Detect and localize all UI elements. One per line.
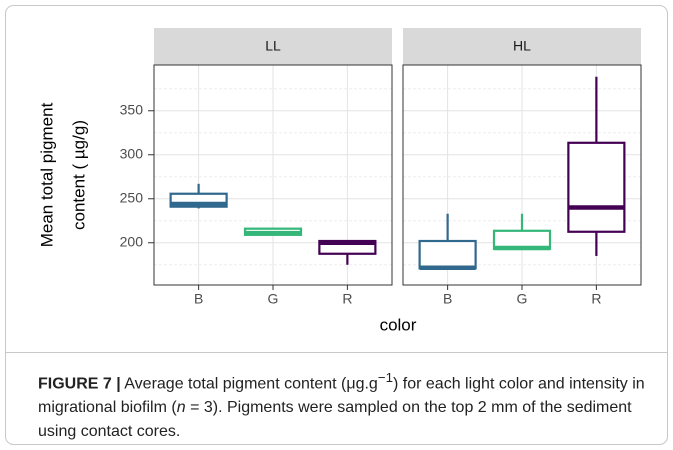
caption-text: −1 <box>377 370 394 385</box>
figure-border <box>5 5 668 445</box>
strip <box>154 28 392 65</box>
facet-label: HL <box>513 38 531 54</box>
x-tick-label: G <box>517 291 528 307</box>
x-axis-label: color <box>380 315 417 334</box>
panel-border <box>402 64 642 286</box>
y-tick-label: 250 <box>120 189 144 205</box>
caption-text: Average total pigment content (μg.g <box>124 375 378 393</box>
caption-text: ) for each light color and intensity in … <box>38 375 645 417</box>
caption: FIGURE 7 | Average total pigment content… <box>38 366 650 444</box>
x-tick-label: B <box>194 291 203 307</box>
facet-label: LL <box>265 38 281 54</box>
x-tick-label: B <box>443 291 452 307</box>
y-tick-label: 200 <box>120 233 144 249</box>
x-tick-label: R <box>591 291 601 307</box>
strip <box>403 28 641 65</box>
caption-text: = 3). Pigments were sampled on the top 2… <box>38 399 632 441</box>
y-axis-label: Mean total pigment <box>37 102 56 247</box>
box <box>418 239 477 270</box>
y-tick-label: 300 <box>120 145 144 161</box>
panel-border <box>153 64 393 286</box>
box <box>567 141 626 233</box>
caption-label: FIGURE 7 | <box>38 375 121 393</box>
x-tick-label: G <box>268 291 279 307</box>
caption-text: n <box>176 399 186 417</box>
x-tick-label: R <box>342 291 352 307</box>
y-tick-label: 350 <box>120 101 144 117</box>
y-axis-label: content ( µg/g) <box>69 120 88 230</box>
